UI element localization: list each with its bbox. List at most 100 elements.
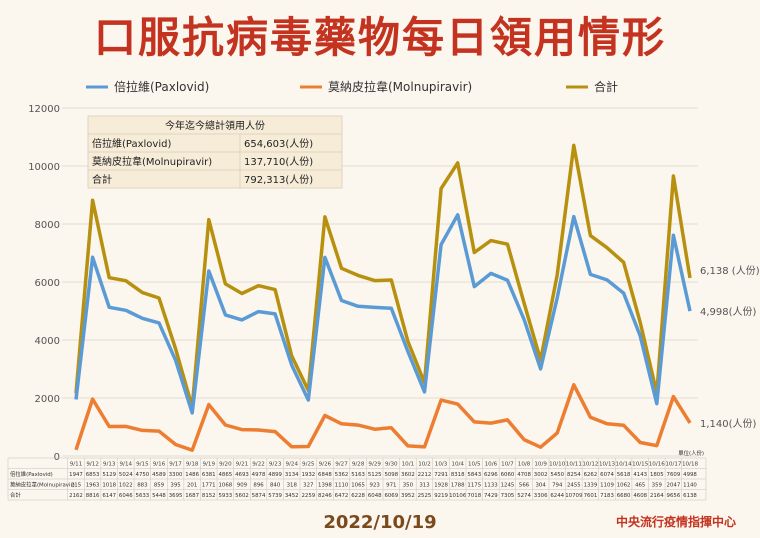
table-cell-molnupiravir: 1788 [451, 483, 465, 489]
series-line-total [74, 143, 692, 409]
page-title: 口服抗病毒藥物每日領用情形 [93, 13, 666, 62]
x-tick-label: 9/23 [269, 462, 282, 468]
x-tick-label: 9/18 [186, 462, 199, 468]
table-cell-total: 6680 [617, 493, 631, 499]
table-cell-total: 6069 [384, 493, 398, 499]
x-tick-label: 9/22 [252, 462, 265, 468]
table-cell-molnupiravir: 1339 [584, 483, 598, 489]
x-tick-label: 10/2 [418, 462, 431, 468]
table-cell-molnupiravir: 1140 [683, 483, 697, 489]
x-tick-label: 9/19 [202, 462, 215, 468]
table-cell-paxlovid: 6853 [86, 472, 100, 478]
table-cell-molnupiravir: 327 [303, 483, 313, 489]
table-cell-paxlovid: 6296 [484, 472, 498, 478]
table-cell-total: 7018 [467, 493, 481, 499]
x-tick-label: 10/17 [665, 462, 682, 468]
table-cell-total: 2525 [418, 493, 432, 499]
table-cell-paxlovid: 5163 [351, 472, 365, 478]
summary-title: 今年迄今總計領用人份 [165, 119, 265, 132]
x-tick-label: 10/6 [485, 462, 498, 468]
table-cell-molnupiravir: 1062 [617, 483, 631, 489]
x-tick-label: 10/13 [599, 462, 616, 468]
table-cell-paxlovid: 5362 [335, 472, 349, 478]
x-tick-label: 10/5 [468, 462, 481, 468]
table-cell-total: 5602 [235, 493, 249, 499]
table-cell-paxlovid: 3002 [534, 472, 548, 478]
table-cell-paxlovid: 4589 [152, 472, 166, 478]
summary-row-label: 合計 [92, 173, 112, 186]
table-row-label: 合計 [10, 491, 21, 499]
table-cell-total: 2164 [650, 493, 664, 499]
table-cell-total: 6472 [335, 493, 349, 499]
table-cell-molnupiravir: 859 [154, 483, 165, 489]
table-cell-paxlovid: 7609 [667, 472, 681, 478]
table-cell-molnupiravir: 350 [403, 483, 414, 489]
table-cell-paxlovid: 6074 [600, 472, 614, 478]
table-cell-paxlovid: 3300 [169, 472, 183, 478]
table-cell-paxlovid: 5129 [102, 472, 116, 478]
table-cell-paxlovid: 1805 [650, 472, 664, 478]
x-tick-label: 9/26 [319, 462, 332, 468]
table-cell-molnupiravir: 1068 [218, 483, 232, 489]
summary-row-value: 792,313(人份) [244, 174, 313, 186]
table-cell-molnupiravir: 883 [137, 483, 147, 489]
table-cell-total: 9219 [434, 493, 448, 499]
table-cell-molnupiravir: 1022 [119, 483, 133, 489]
y-tick-label: 2000 [35, 394, 60, 405]
end-label-paxlovid: 4,998(人份) [700, 306, 757, 318]
table-cell-paxlovid: 4865 [218, 472, 232, 478]
summary-row-label: 倍拉維(Paxlovid) [92, 137, 171, 150]
table-cell-total: 7305 [501, 493, 515, 499]
x-tick-label: 10/15 [632, 462, 649, 468]
table-cell-molnupiravir: 465 [635, 483, 645, 489]
table-cell-molnupiravir: 1771 [202, 483, 216, 489]
table-cell-total: 5274 [517, 493, 531, 499]
table-cell-total: 4608 [633, 493, 647, 499]
x-tick-label: 10/4 [451, 462, 464, 468]
legend-label-total: 合計 [594, 79, 618, 94]
y-tick-label: 8000 [35, 220, 60, 231]
table-cell-molnupiravir: 313 [419, 483, 429, 489]
table-cell-paxlovid: 5618 [617, 472, 631, 478]
table-cell-paxlovid: 4998 [683, 472, 697, 478]
x-tick-label: 9/27 [335, 462, 348, 468]
table-cell-total: 1687 [185, 493, 199, 499]
table-cell-paxlovid: 1486 [185, 472, 199, 478]
x-tick-label: 9/15 [136, 462, 149, 468]
table-cell-paxlovid: 7291 [434, 472, 448, 478]
table-cell-paxlovid: 4693 [235, 472, 249, 478]
x-tick-label: 9/29 [368, 462, 381, 468]
x-tick-label: 10/10 [549, 462, 566, 468]
table-cell-paxlovid: 5098 [384, 472, 398, 478]
x-tick-label: 10/9 [534, 462, 547, 468]
table-cell-paxlovid: 8318 [451, 472, 465, 478]
table-cell-total: 6048 [368, 493, 382, 499]
x-tick-label: 10/16 [649, 462, 666, 468]
table-cell-total: 3952 [401, 493, 415, 499]
table-row-label: 倍拉維(Paxlovid) [10, 470, 53, 478]
table-cell-total: 2259 [301, 493, 315, 499]
date-label: 2022/10/19 [323, 512, 436, 533]
table-cell-molnupiravir: 1133 [484, 483, 498, 489]
table-cell-total: 3452 [285, 493, 299, 499]
table-cell-paxlovid: 3602 [401, 472, 415, 478]
table-cell-paxlovid: 3134 [285, 472, 299, 478]
table-cell-molnupiravir: 2455 [567, 483, 581, 489]
x-tick-label: 9/12 [86, 462, 99, 468]
table-row-label: 莫納皮拉韋(Molnupiravir) [10, 481, 75, 489]
table-cell-paxlovid: 6381 [202, 472, 216, 478]
summary-row-value: 654,603(人份) [244, 138, 313, 150]
table-cell-paxlovid: 4143 [633, 472, 647, 478]
x-tick-label: 10/1 [402, 462, 415, 468]
table-cell-total: 8246 [318, 493, 332, 499]
x-tick-label: 10/3 [435, 462, 448, 468]
legend-label-paxlovid: 倍拉維(Paxlovid) [114, 79, 209, 94]
table-cell-total: 9656 [667, 493, 681, 499]
x-tick-label: 9/21 [236, 462, 249, 468]
table-cell-molnupiravir: 923 [370, 483, 380, 489]
table-cell-molnupiravir: 566 [519, 483, 530, 489]
series-line-molnupiravir [74, 383, 692, 452]
y-tick-label: 10000 [28, 162, 60, 173]
x-tick-label: 9/20 [219, 462, 232, 468]
